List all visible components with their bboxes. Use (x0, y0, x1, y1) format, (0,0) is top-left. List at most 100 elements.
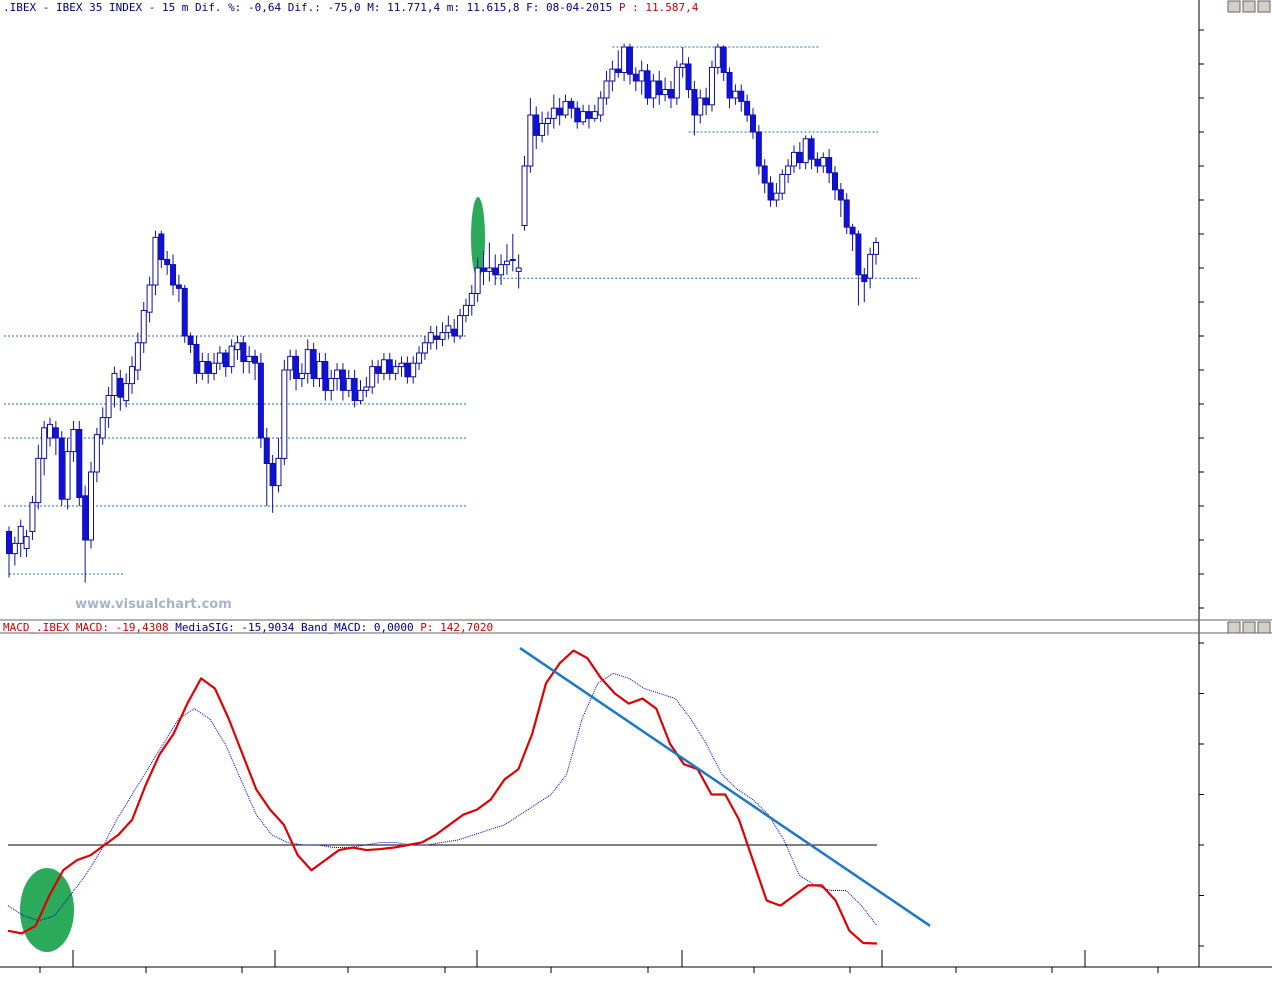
candle (17, 519, 24, 557)
candle (263, 427, 270, 506)
candle-body (205, 361, 212, 374)
candle (345, 370, 352, 398)
candle (58, 431, 65, 506)
candle-body (626, 46, 633, 75)
candle-body (334, 369, 341, 379)
candle (615, 50, 622, 78)
candle-body (615, 68, 622, 73)
gap-ellipse (471, 197, 485, 279)
candle-body (603, 80, 610, 99)
candle (275, 438, 282, 493)
candle-body (117, 378, 124, 398)
candle (234, 336, 241, 360)
candle (445, 315, 452, 340)
candle-body (843, 199, 850, 228)
candle-body (867, 253, 874, 279)
candle (603, 70, 610, 105)
candle-body (310, 349, 317, 380)
candle (662, 77, 669, 102)
candle-body (820, 157, 827, 167)
candle (211, 353, 218, 381)
candle (11, 536, 18, 566)
candle (170, 254, 177, 296)
candle-body (544, 117, 551, 125)
candle (703, 87, 710, 115)
candle (486, 242, 493, 282)
candle (427, 325, 434, 350)
candle (685, 57, 692, 98)
candle-body (76, 429, 83, 498)
macd-header-name: MACD_.IBEX MACD: (3, 621, 109, 634)
candle-body (58, 437, 65, 500)
candle-body (187, 335, 194, 345)
candle (41, 421, 48, 476)
candle (796, 142, 803, 170)
candle-body (802, 138, 809, 164)
candle-body (140, 310, 147, 344)
candle (591, 104, 598, 122)
price-panel (0, 0, 1199, 619)
candle-body (474, 267, 481, 294)
candle-body (427, 332, 434, 344)
candle-body (82, 495, 89, 541)
candle (439, 322, 446, 347)
candle-body (99, 417, 106, 439)
candle-body (421, 342, 428, 354)
candle-body (749, 114, 756, 133)
candle-body (632, 73, 639, 82)
candle-body (398, 362, 405, 368)
candle (152, 230, 159, 296)
candle-body (175, 284, 182, 289)
candle (667, 81, 674, 109)
macd-close-button[interactable] (1257, 621, 1271, 634)
candle (416, 346, 423, 370)
candle (831, 166, 838, 200)
candle-body (574, 107, 581, 123)
candle (304, 339, 311, 384)
price-y-axis (1199, 29, 1204, 609)
candle-body (515, 267, 522, 272)
candle-body (392, 366, 399, 374)
price-header: .IBEX - IBEX 35 INDEX - 15 m Dif. %: -0,… (3, 1, 699, 14)
candle-body (808, 138, 815, 160)
candle-body (779, 174, 786, 194)
candle (76, 421, 83, 506)
candle (269, 455, 276, 513)
restore-button[interactable] (1242, 0, 1256, 13)
candle (281, 359, 288, 466)
candle (556, 98, 563, 126)
candle-body (11, 542, 18, 555)
candle (35, 444, 42, 510)
candle-body (568, 100, 575, 109)
candle-body (720, 46, 727, 73)
candle (164, 251, 171, 275)
candle-body (404, 362, 411, 378)
candle-body (199, 361, 206, 374)
candle-body (738, 90, 745, 102)
close-button[interactable] (1257, 0, 1271, 13)
candle (697, 89, 704, 124)
candle (29, 495, 36, 540)
candle (861, 268, 868, 302)
candle (650, 74, 657, 109)
x-axis (39, 950, 1159, 973)
candle-body (269, 463, 276, 487)
macd-minimize-button[interactable] (1227, 621, 1241, 634)
minimize-button[interactable] (1227, 0, 1241, 13)
candle-body (790, 151, 797, 167)
candle (357, 380, 364, 404)
candle-body (732, 90, 739, 99)
candle (82, 485, 89, 583)
candle (802, 135, 809, 170)
candle-body (234, 342, 241, 351)
candle-body (486, 267, 493, 272)
candle-body (146, 284, 153, 313)
candle-body (585, 111, 592, 119)
macd-restore-button[interactable] (1242, 621, 1256, 634)
candle (837, 183, 844, 217)
candle-body (539, 123, 546, 136)
candle (515, 254, 522, 289)
candle-body (691, 89, 698, 116)
candle-body (761, 165, 768, 184)
candle (656, 70, 663, 105)
